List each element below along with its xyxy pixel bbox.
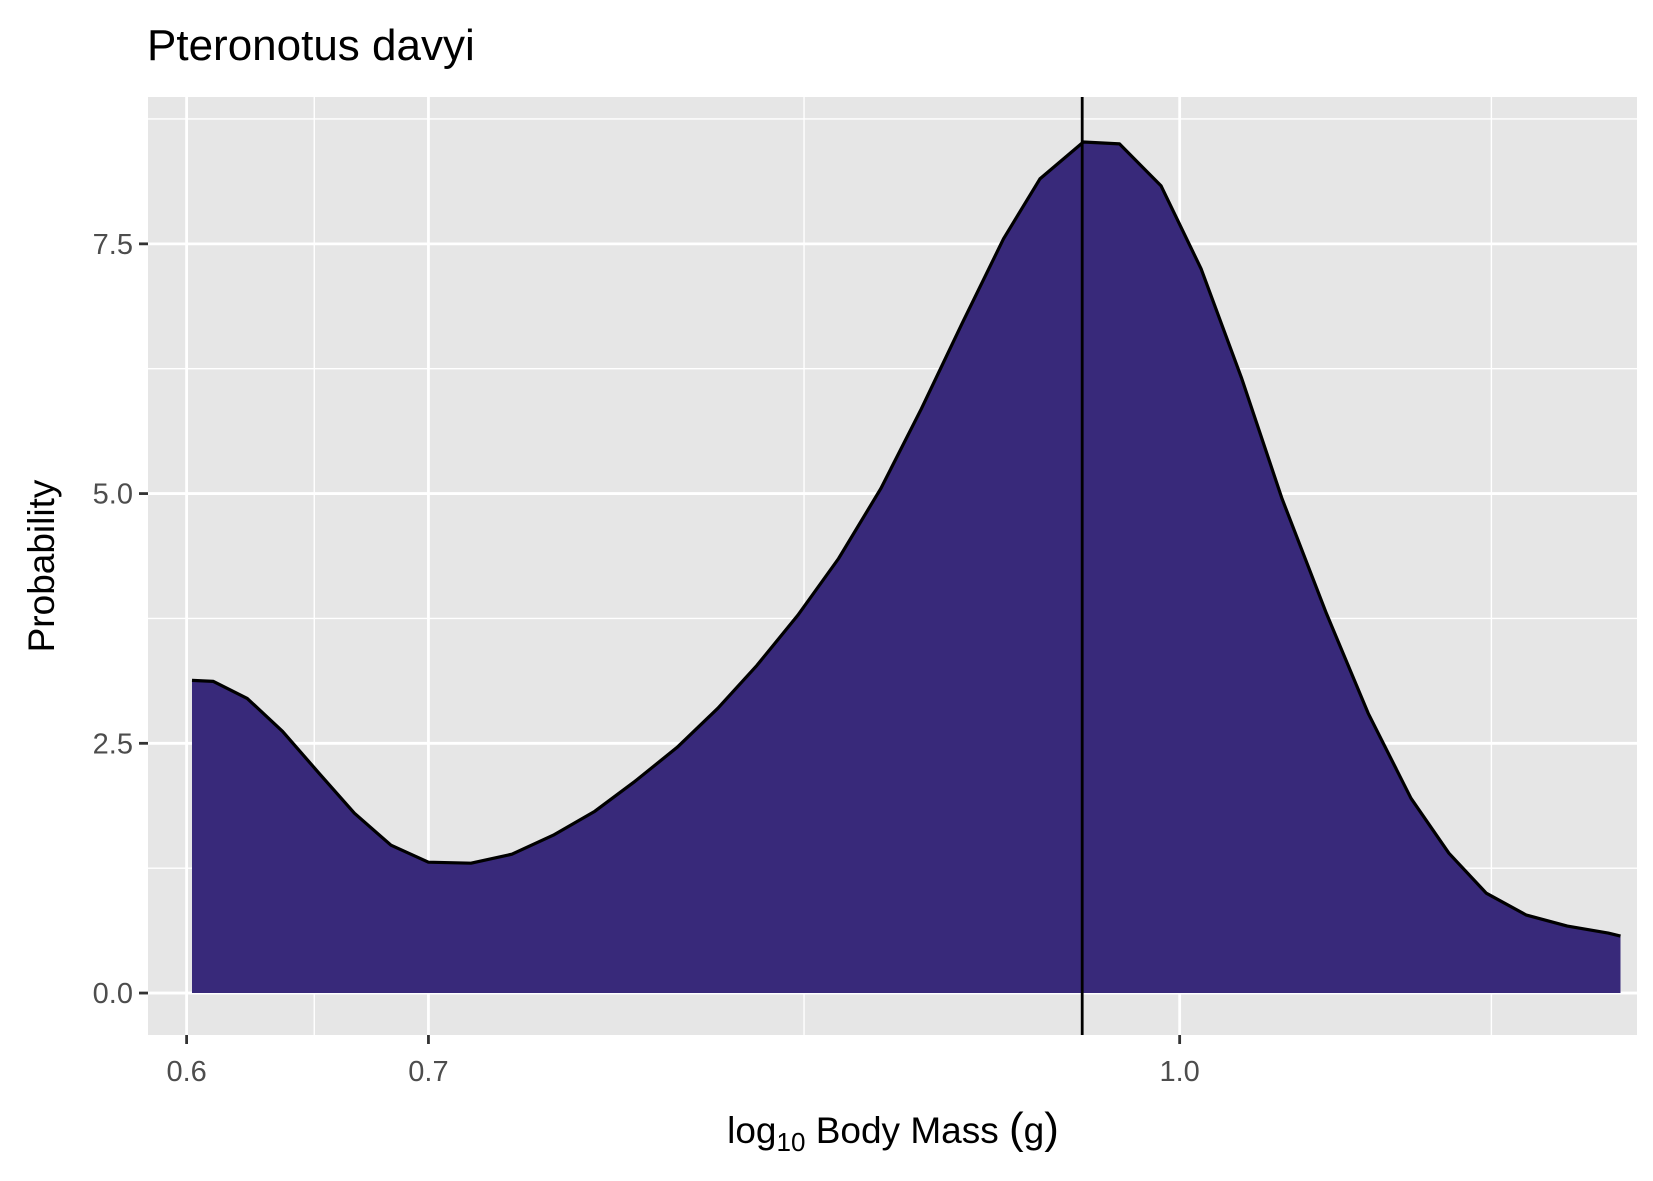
- x-axis-title-unit: g: [1024, 1110, 1045, 1151]
- y-tick-label: 7.5: [93, 229, 133, 261]
- x-axis-title-subscript: 10: [777, 1127, 806, 1157]
- y-tick-label: 2.5: [93, 728, 133, 760]
- x-axis: 0.6 0.7 1.0: [166, 1035, 1200, 1088]
- x-axis-title-main: Body Mass: [805, 1110, 1009, 1151]
- y-axis: 0.0 2.5 5.0 7.5: [93, 229, 148, 1010]
- y-axis-title: Probability: [21, 479, 62, 652]
- x-tick-label: 0.7: [408, 1056, 448, 1088]
- x-axis-title-paren-open: (: [1009, 1104, 1024, 1153]
- y-tick-label: 0.0: [93, 978, 133, 1010]
- x-axis-title: log10 Body Mass (g): [727, 1104, 1059, 1157]
- density-outline: [191, 140, 1621, 938]
- chart-title: Pteronotus davyi: [147, 21, 475, 70]
- x-axis-title-paren-close: ): [1044, 1104, 1059, 1153]
- density-area: [192, 142, 1621, 993]
- x-axis-title-log: log: [727, 1110, 776, 1151]
- x-tick-label: 0.6: [166, 1056, 206, 1088]
- density-layer: [191, 140, 1621, 993]
- y-tick-label: 5.0: [93, 479, 133, 511]
- x-tick-label: 1.0: [1159, 1056, 1199, 1088]
